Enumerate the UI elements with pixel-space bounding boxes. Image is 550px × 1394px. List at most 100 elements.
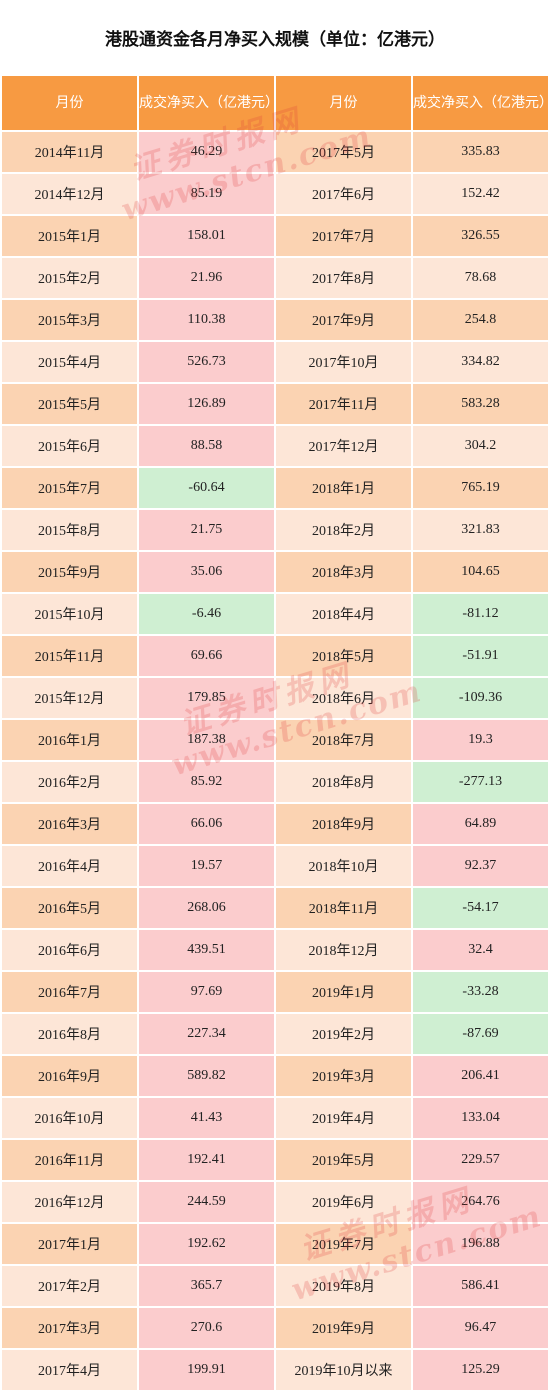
month-cell: 2019年3月 bbox=[276, 1056, 411, 1096]
net-buy-cell: -54.17 bbox=[413, 888, 548, 928]
month-cell: 2016年5月 bbox=[2, 888, 137, 928]
month-cell: 2019年1月 bbox=[276, 972, 411, 1012]
net-buy-cell: 589.82 bbox=[139, 1056, 274, 1096]
month-cell: 2018年12月 bbox=[276, 930, 411, 970]
month-cell: 2015年8月 bbox=[2, 510, 137, 550]
header-net-buy-2: 成交净买入（亿港元） bbox=[413, 76, 550, 130]
net-buy-cell: 97.69 bbox=[139, 972, 274, 1012]
table-row: 2016年9月 589.82 2019年3月 206.41 bbox=[2, 1056, 548, 1096]
month-cell: 2017年10月 bbox=[276, 342, 411, 382]
month-cell: 2016年11月 bbox=[2, 1140, 137, 1180]
net-buy-cell: 85.92 bbox=[139, 762, 274, 802]
table-header-row: 月份 成交净买入（亿港元） 月份 成交净买入（亿港元） bbox=[2, 76, 550, 130]
month-cell: 2015年11月 bbox=[2, 636, 137, 676]
month-cell: 2018年10月 bbox=[276, 846, 411, 886]
net-buy-cell: 199.91 bbox=[139, 1350, 274, 1390]
month-cell: 2016年4月 bbox=[2, 846, 137, 886]
table-row: 2015年3月 110.38 2017年9月 254.8 bbox=[2, 300, 548, 340]
net-buy-cell: 765.19 bbox=[413, 468, 548, 508]
month-cell: 2019年8月 bbox=[276, 1266, 411, 1306]
net-buy-cell: 85.19 bbox=[139, 174, 274, 214]
month-cell: 2019年7月 bbox=[276, 1224, 411, 1264]
table-row: 2016年1月 187.38 2018年7月 19.3 bbox=[2, 720, 548, 760]
month-cell: 2017年5月 bbox=[276, 132, 411, 172]
month-cell: 2016年12月 bbox=[2, 1182, 137, 1222]
month-cell: 2018年4月 bbox=[276, 594, 411, 634]
table-row: 2015年7月 -60.64 2018年1月 765.19 bbox=[2, 468, 548, 508]
net-buy-cell: 21.96 bbox=[139, 258, 274, 298]
net-buy-cell: 96.47 bbox=[413, 1308, 548, 1348]
month-cell: 2017年6月 bbox=[276, 174, 411, 214]
month-cell: 2017年8月 bbox=[276, 258, 411, 298]
net-buy-cell: 110.38 bbox=[139, 300, 274, 340]
net-buy-cell: 264.76 bbox=[413, 1182, 548, 1222]
month-cell: 2017年4月 bbox=[2, 1350, 137, 1390]
net-buy-cell: 187.38 bbox=[139, 720, 274, 760]
month-cell: 2017年1月 bbox=[2, 1224, 137, 1264]
month-cell: 2018年7月 bbox=[276, 720, 411, 760]
header-month-2: 月份 bbox=[276, 76, 411, 130]
net-buy-cell: 583.28 bbox=[413, 384, 548, 424]
table-row: 2016年10月 41.43 2019年4月 133.04 bbox=[2, 1098, 548, 1138]
net-buy-cell: 19.3 bbox=[413, 720, 548, 760]
net-buy-cell: 254.8 bbox=[413, 300, 548, 340]
net-buy-cell: 321.83 bbox=[413, 510, 548, 550]
month-cell: 2018年9月 bbox=[276, 804, 411, 844]
month-cell: 2018年3月 bbox=[276, 552, 411, 592]
table-row: 2015年10月 -6.46 2018年4月 -81.12 bbox=[2, 594, 548, 634]
net-buy-cell: 334.82 bbox=[413, 342, 548, 382]
month-cell: 2019年9月 bbox=[276, 1308, 411, 1348]
net-buy-cell: 35.06 bbox=[139, 552, 274, 592]
net-buy-cell: -87.69 bbox=[413, 1014, 548, 1054]
month-cell: 2016年3月 bbox=[2, 804, 137, 844]
month-cell: 2019年5月 bbox=[276, 1140, 411, 1180]
month-cell: 2018年11月 bbox=[276, 888, 411, 928]
net-buy-cell: -81.12 bbox=[413, 594, 548, 634]
table-row: 2015年9月 35.06 2018年3月 104.65 bbox=[2, 552, 548, 592]
table-row: 2016年5月 268.06 2018年11月 -54.17 bbox=[2, 888, 548, 928]
net-buy-cell: 326.55 bbox=[413, 216, 548, 256]
net-buy-cell: 41.43 bbox=[139, 1098, 274, 1138]
table-row: 2017年1月 192.62 2019年7月 196.88 bbox=[2, 1224, 548, 1264]
net-buy-cell: 133.04 bbox=[413, 1098, 548, 1138]
table-row: 2016年8月 227.34 2019年2月 -87.69 bbox=[2, 1014, 548, 1054]
month-cell: 2015年10月 bbox=[2, 594, 137, 634]
month-cell: 2018年1月 bbox=[276, 468, 411, 508]
net-buy-cell: 21.75 bbox=[139, 510, 274, 550]
table-row: 2016年3月 66.06 2018年9月 64.89 bbox=[2, 804, 548, 844]
month-cell: 2016年9月 bbox=[2, 1056, 137, 1096]
net-buy-cell: 19.57 bbox=[139, 846, 274, 886]
net-buy-cell: 104.65 bbox=[413, 552, 548, 592]
month-cell: 2014年12月 bbox=[2, 174, 137, 214]
month-cell: 2015年5月 bbox=[2, 384, 137, 424]
table-row: 2015年8月 21.75 2018年2月 321.83 bbox=[2, 510, 548, 550]
net-buy-cell: 179.85 bbox=[139, 678, 274, 718]
table-row: 2016年7月 97.69 2019年1月 -33.28 bbox=[2, 972, 548, 1012]
table-row: 2015年4月 526.73 2017年10月 334.82 bbox=[2, 342, 548, 382]
header-net-buy-1: 成交净买入（亿港元） bbox=[139, 76, 279, 130]
net-buy-cell: 126.89 bbox=[139, 384, 274, 424]
table-row: 2015年5月 126.89 2017年11月 583.28 bbox=[2, 384, 548, 424]
table-row: 2017年3月 270.6 2019年9月 96.47 bbox=[2, 1308, 548, 1348]
net-buy-cell: 92.37 bbox=[413, 846, 548, 886]
month-cell: 2019年4月 bbox=[276, 1098, 411, 1138]
month-cell: 2017年7月 bbox=[276, 216, 411, 256]
net-buy-cell: 586.41 bbox=[413, 1266, 548, 1306]
net-buy-cell: 66.06 bbox=[139, 804, 274, 844]
net-buy-cell: 227.34 bbox=[139, 1014, 274, 1054]
net-buy-cell: 229.57 bbox=[413, 1140, 548, 1180]
table-row: 2016年6月 439.51 2018年12月 32.4 bbox=[2, 930, 548, 970]
month-cell: 2015年6月 bbox=[2, 426, 137, 466]
net-buy-cell: 335.83 bbox=[413, 132, 548, 172]
month-cell: 2016年1月 bbox=[2, 720, 137, 760]
net-buy-cell: -277.13 bbox=[413, 762, 548, 802]
table-row: 2017年4月 199.91 2019年10月以来 125.29 bbox=[2, 1350, 548, 1390]
net-buy-cell: 69.66 bbox=[139, 636, 274, 676]
net-buy-cell: 152.42 bbox=[413, 174, 548, 214]
net-buy-cell: 192.41 bbox=[139, 1140, 274, 1180]
table-row: 2016年2月 85.92 2018年8月 -277.13 bbox=[2, 762, 548, 802]
table-row: 2017年2月 365.7 2019年8月 586.41 bbox=[2, 1266, 548, 1306]
month-cell: 2018年6月 bbox=[276, 678, 411, 718]
net-buy-table: 月份 成交净买入（亿港元） 月份 成交净买入（亿港元） 2014年11月 46.2… bbox=[0, 74, 550, 1392]
net-buy-cell: 158.01 bbox=[139, 216, 274, 256]
